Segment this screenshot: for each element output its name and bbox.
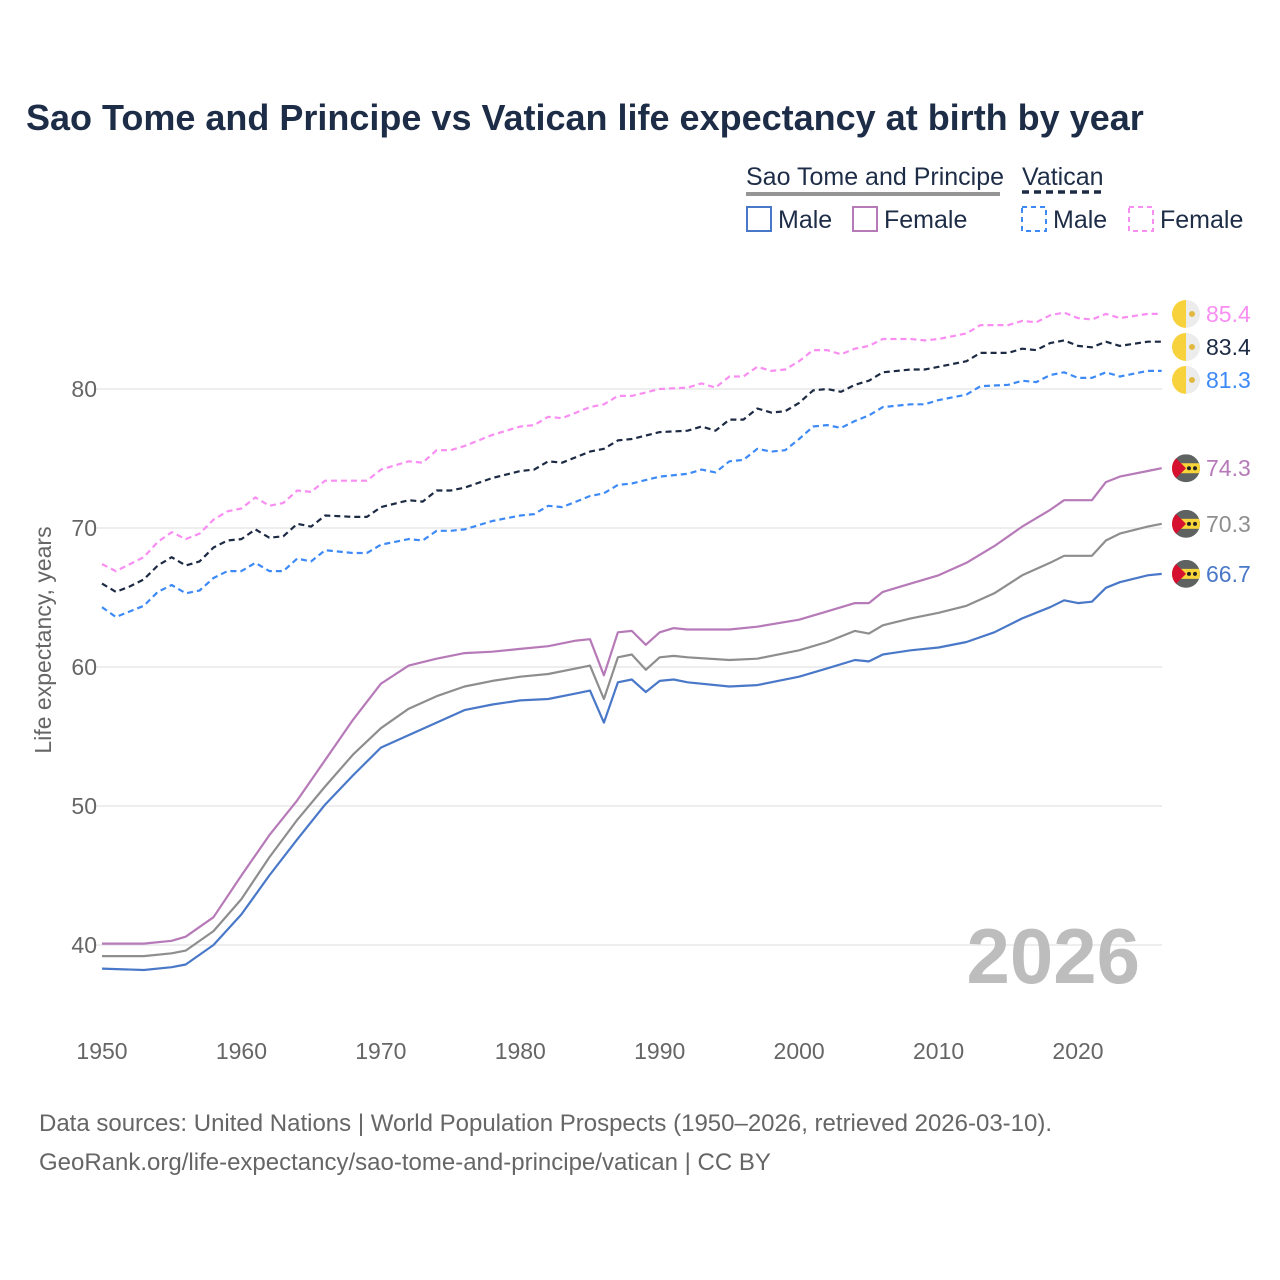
series-lines (101, 311, 1162, 972)
end-label-vat_m: 81.3 (1206, 367, 1251, 393)
flag-icon-vatican (1172, 365, 1200, 394)
legend-vat-female: Female (1160, 206, 1243, 234)
x-tick-label: 1960 (216, 1038, 267, 1064)
footer-sources: Data sources: United Nations | World Pop… (39, 1110, 1052, 1137)
series-line-vat_t (101, 339, 1162, 593)
x-tick-label: 1970 (355, 1038, 406, 1064)
x-tick-label: 1950 (76, 1038, 127, 1064)
end-label-stp_m: 66.7 (1206, 561, 1251, 587)
legend-stp-female-swatch (852, 206, 878, 232)
y-axis-label: Life expectancy, years (30, 526, 56, 753)
y-tick-label: 40 (71, 932, 97, 958)
legend-stp-male: Male (778, 206, 832, 234)
x-tick-label: 2000 (774, 1038, 825, 1064)
flag-icon-vatican (1172, 332, 1200, 361)
legend-vat-male-swatch (1021, 206, 1047, 232)
series-line-stp_t (102, 522, 1162, 958)
series-line-stp_m (101, 572, 1162, 972)
legend-stp-male-swatch (746, 206, 772, 232)
end-label-vat_f: 85.4 (1206, 301, 1251, 327)
end-label-stp_t: 70.3 (1206, 511, 1251, 537)
legend-vat-label: Vatican (1022, 163, 1104, 191)
x-tick-label: 2010 (913, 1038, 964, 1064)
year-watermark: 2026 (966, 912, 1140, 1000)
x-axis-ticks: 1950 1960 1970 1980 1990 2000 2010 2020 (76, 1038, 1103, 1064)
flag-icon-sao-tome (1172, 509, 1200, 538)
legend-stp-label: Sao Tome and Principe (746, 163, 1004, 191)
x-tick-label: 1990 (634, 1038, 685, 1064)
y-axis-ticks: 40 50 60 70 80 (71, 376, 97, 958)
legend-stp-female: Female (884, 206, 967, 234)
end-label-vat_t: 83.4 (1206, 334, 1251, 360)
end-label-stp_f: 74.3 (1206, 455, 1251, 481)
legend-vat-female-swatch (1128, 206, 1154, 232)
x-tick-label: 1980 (495, 1038, 546, 1064)
x-tick-label: 2020 (1052, 1038, 1103, 1064)
y-tick-label: 60 (71, 654, 97, 680)
y-tick-label: 70 (71, 515, 97, 541)
series-line-vat_f (101, 311, 1162, 573)
footer-link[interactable]: GeoRank.org/life-expectancy/sao-tome-and… (39, 1149, 771, 1176)
legend: Sao Tome and Principe Vatican Male Femal… (746, 163, 1243, 234)
y-tick-label: 50 (71, 793, 97, 819)
flag-icon-sao-tome (1172, 559, 1200, 588)
series-line-stp_f (102, 467, 1162, 945)
end-labels: 85.4 83.4 81.3 74.3 70.3 66.7 (1172, 299, 1251, 588)
legend-vat-male: Male (1053, 206, 1107, 234)
flag-icon-sao-tome (1172, 454, 1200, 483)
gridlines (95, 388, 1162, 946)
chart-title: Sao Tome and Principe vs Vatican life ex… (26, 97, 1144, 138)
series-line-vat_m (101, 369, 1162, 619)
flag-icon-vatican (1172, 299, 1200, 328)
y-tick-label: 80 (71, 376, 97, 402)
